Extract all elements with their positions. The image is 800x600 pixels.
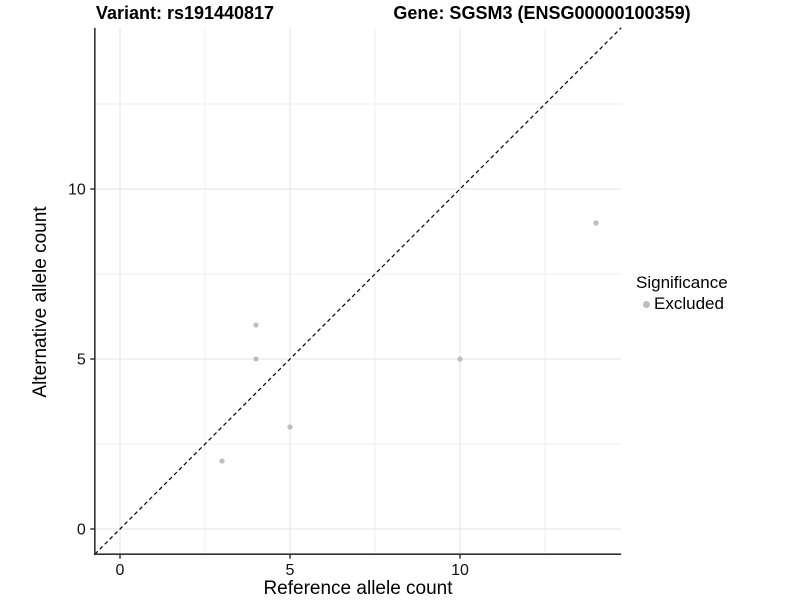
y-tick-label: 5 (77, 352, 86, 369)
x-tick-label: 10 (451, 562, 469, 579)
data-point (593, 220, 599, 226)
y-axis-title: Alternative allele count (30, 206, 51, 398)
data-point (457, 356, 463, 362)
plot-title-gene: Gene: SGSM3 (ENSG00000100359) (393, 3, 691, 23)
legend: Significance Excluded (636, 273, 728, 314)
data-point (253, 322, 259, 328)
data-point (287, 424, 293, 430)
y-tick-label: 10 (68, 182, 86, 199)
data-point (219, 458, 225, 464)
identity-dashed-line (94, 27, 622, 555)
x-tick-label: 0 (116, 562, 125, 579)
data-point (253, 356, 259, 362)
excluded-point-icon (643, 300, 650, 308)
x-axis-title: Reference allele count (263, 578, 453, 599)
plot-title-variant: Variant: rs191440817 (95, 3, 275, 23)
legend-title: Significance (636, 273, 728, 292)
x-tick-label: 5 (286, 562, 295, 579)
legend-entry-excluded: Excluded (636, 294, 728, 314)
legend-entry-label: Excluded (654, 294, 724, 313)
y-tick-label: 0 (77, 522, 86, 539)
